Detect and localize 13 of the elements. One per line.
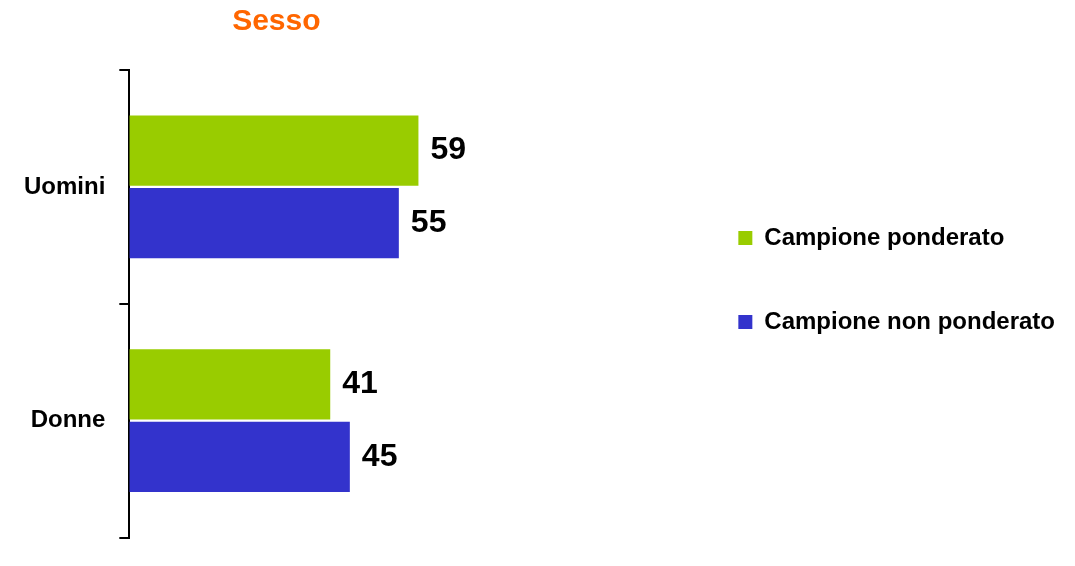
data-label: 59 xyxy=(430,130,467,167)
legend-label: Campione ponderato xyxy=(764,222,1005,250)
legend-label: Campione non ponderato xyxy=(764,306,1056,334)
bar xyxy=(129,421,350,493)
y-tick-label: Donne xyxy=(30,405,106,433)
bar xyxy=(129,349,331,420)
data-label: 41 xyxy=(342,364,378,401)
chart-title: Sesso xyxy=(232,3,321,37)
y-tick-label: Uomini xyxy=(24,171,106,199)
bar xyxy=(129,187,399,259)
bar xyxy=(129,115,419,186)
data-label: 45 xyxy=(361,436,398,473)
data-label: 55 xyxy=(410,202,447,239)
